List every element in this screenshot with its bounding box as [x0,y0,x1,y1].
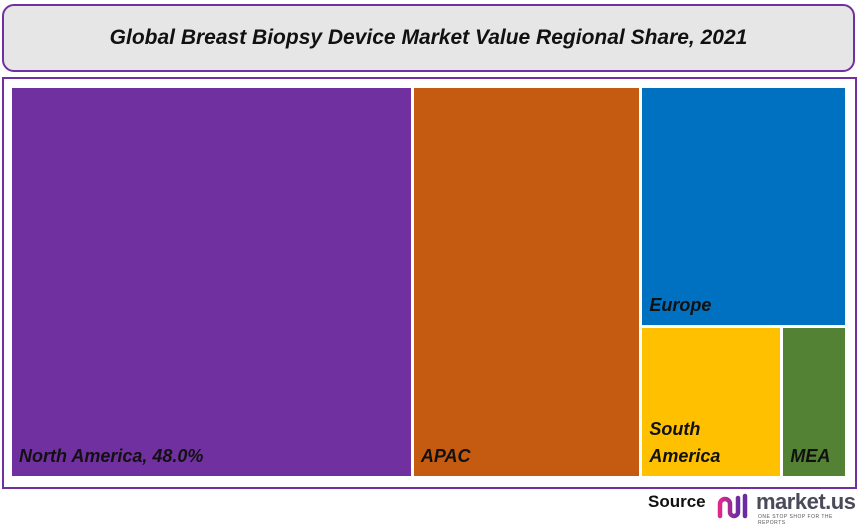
chart-title: Global Breast Biopsy Device Market Value… [109,26,748,49]
treemap-plot: North America, 48.0% APAC Europe South Amer… [12,88,845,476]
brand-tagline: ONE STOP SHOP FOR THE REPORTS [758,514,833,526]
brand-name: market.us [756,489,856,514]
treemap-tile-europe: Europe [642,88,845,326]
source-label: Source [648,492,706,511]
treemap-tile-south-america: South America [642,328,781,476]
tile-label: MEA [790,445,831,466]
tile-label: South America [649,418,721,466]
market-us-logo-icon [717,493,748,519]
tile-label: North America, 48.0% [19,446,204,466]
treemap-tile-north-america: North America, 48.0% [12,88,411,476]
chart-frame [2,77,857,489]
treemap-tile-apac: APAC [413,88,640,476]
treemap-tile-mea: MEA [783,328,845,476]
title-box: Global Breast Biopsy Device Market Value… [2,4,855,72]
tile-label: APAC [420,446,471,466]
tile-label: Europe [649,295,712,316]
